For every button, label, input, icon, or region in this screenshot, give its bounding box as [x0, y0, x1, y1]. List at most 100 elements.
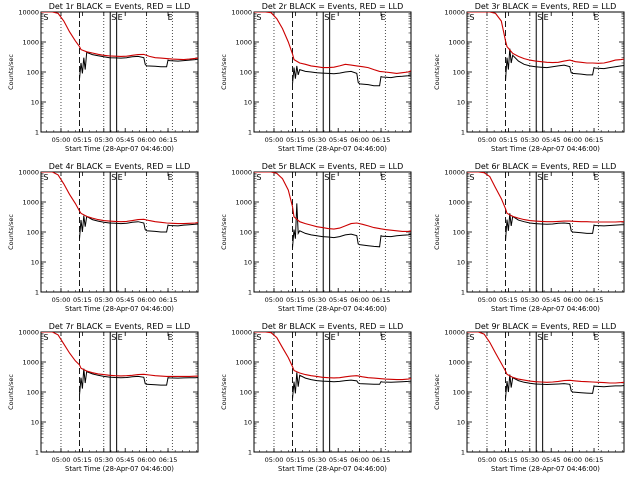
s-marker-label: S	[43, 13, 48, 22]
x-tick-label: 05:45	[329, 136, 348, 144]
x-axis-label: Start Time (28-Apr-07 04:46:00)	[65, 305, 174, 313]
x-tick-label: 06:15	[585, 296, 604, 304]
x-tick-label: 05:45	[116, 136, 135, 144]
y-tick-label: 1	[461, 289, 465, 297]
y-tick-label: 10000	[18, 9, 39, 17]
series-line-black	[79, 368, 198, 395]
series-line-black	[505, 374, 624, 399]
x-tick-label: 05:30	[520, 456, 539, 464]
y-tick-label: 100	[27, 229, 39, 237]
x-tick-label: 05:00	[265, 456, 284, 464]
e-marker-label: E	[381, 333, 386, 342]
s-marker-label: S	[469, 173, 474, 182]
s-marker-label: S	[256, 333, 261, 342]
x-tick-label: 06:15	[585, 136, 604, 144]
x-tick-label: 05:00	[265, 136, 284, 144]
x-tick-label: 06:00	[137, 456, 156, 464]
series-line-black	[79, 215, 198, 239]
y-tick-label: 10	[457, 259, 465, 267]
s-marker-label: S	[111, 333, 116, 342]
y-axis-label: Counts/sec	[7, 374, 15, 410]
series-line-red	[254, 12, 411, 74]
e-marker-label: E	[331, 173, 336, 182]
x-tick-label: 06:00	[137, 136, 156, 144]
e-marker-label: E	[594, 333, 599, 342]
x-tick-label: 05:45	[116, 456, 135, 464]
x-tick-label: 06:15	[372, 456, 391, 464]
y-tick-label: 10000	[444, 169, 465, 177]
x-tick-label: 05:00	[52, 136, 71, 144]
x-tick-label: 05:30	[520, 296, 539, 304]
chart-panel-9: Det 9r BLACK = Events, RED = LLD 1 10 100 10…	[433, 322, 625, 473]
x-tick-label: 06:15	[372, 136, 391, 144]
chart-panel-5: Det 5r BLACK = Events, RED = LLD 1 10 100 10…	[220, 162, 412, 313]
x-tick-label: 05:30	[307, 296, 326, 304]
series-line-red	[254, 172, 411, 232]
y-tick-label: 1000	[22, 199, 39, 207]
y-tick-label: 1	[248, 289, 252, 297]
chart-panel-2: Det 2r BLACK = Events, RED = LLD 1 10 100 10…	[220, 2, 412, 153]
x-tick-label: 05:45	[542, 456, 561, 464]
s-marker-label: S	[469, 13, 474, 22]
chart-title: Det 5r BLACK = Events, RED = LLD	[262, 162, 404, 171]
e-marker-label: E	[544, 333, 549, 342]
y-tick-label: 10	[244, 419, 252, 427]
e-marker-label: E	[544, 173, 549, 182]
e-marker-label: E	[331, 333, 336, 342]
chart-panel-4: Det 4r BLACK = Events, RED = LLD 1 10 100 10…	[7, 162, 199, 313]
x-tick-label: 06:00	[350, 136, 369, 144]
y-axis-label: Counts/sec	[220, 374, 228, 410]
e-marker-label: E	[118, 173, 123, 182]
x-tick-label: 06:15	[159, 296, 178, 304]
e-marker-label: E	[331, 13, 336, 22]
series-line-black	[79, 51, 198, 79]
plot-frame	[40, 171, 199, 293]
y-axis-label: Counts/sec	[433, 214, 441, 250]
y-tick-label: 10000	[231, 329, 252, 337]
x-tick-label: 06:15	[372, 296, 391, 304]
y-tick-label: 10	[31, 259, 39, 267]
x-axis-label: Start Time (28-Apr-07 04:46:00)	[491, 465, 600, 473]
y-tick-label: 1000	[22, 39, 39, 47]
y-tick-label: 10	[244, 259, 252, 267]
y-axis-label: Counts/sec	[7, 54, 15, 90]
x-tick-label: 06:00	[563, 456, 582, 464]
plot-frame	[253, 331, 412, 453]
x-tick-label: 05:30	[520, 136, 539, 144]
e-marker-label: E	[168, 333, 173, 342]
e-marker-label: E	[381, 173, 386, 182]
y-tick-label: 10000	[444, 329, 465, 337]
x-tick-label: 05:00	[52, 296, 71, 304]
chart-title: Det 3r BLACK = Events, RED = LLD	[475, 2, 617, 11]
y-tick-label: 10	[31, 99, 39, 107]
series-line-red	[467, 172, 624, 223]
s-marker-label: S	[537, 333, 542, 342]
x-tick-label: 05:00	[265, 296, 284, 304]
y-tick-label: 1000	[22, 359, 39, 367]
x-tick-label: 05:30	[307, 456, 326, 464]
chart-title: Det 2r BLACK = Events, RED = LLD	[262, 2, 404, 11]
x-tick-label: 05:15	[73, 136, 92, 144]
x-tick-label: 05:15	[73, 296, 92, 304]
y-tick-label: 100	[453, 229, 465, 237]
x-tick-label: 06:15	[585, 456, 604, 464]
x-tick-label: 05:15	[286, 136, 305, 144]
series-line-black	[505, 48, 624, 82]
chart-title: Det 6r BLACK = Events, RED = LLD	[475, 162, 617, 171]
x-axis-label: Start Time (28-Apr-07 04:46:00)	[65, 465, 174, 473]
chart-panel-6: Det 6r BLACK = Events, RED = LLD 1 10 100 10…	[433, 162, 625, 313]
y-axis-label: Counts/sec	[220, 214, 228, 250]
y-axis-label: Counts/sec	[220, 54, 228, 90]
y-tick-label: 100	[240, 389, 252, 397]
x-tick-label: 05:30	[94, 456, 113, 464]
s-marker-label: S	[537, 13, 542, 22]
x-tick-label: 06:15	[159, 456, 178, 464]
x-axis-label: Start Time (28-Apr-07 04:46:00)	[278, 465, 387, 473]
s-marker-label: S	[43, 333, 48, 342]
y-tick-label: 10000	[444, 9, 465, 17]
series-line-black	[505, 213, 624, 242]
s-marker-label: S	[111, 13, 116, 22]
plot-frame	[40, 331, 199, 453]
y-tick-label: 1	[461, 129, 465, 137]
y-tick-label: 10000	[231, 9, 252, 17]
